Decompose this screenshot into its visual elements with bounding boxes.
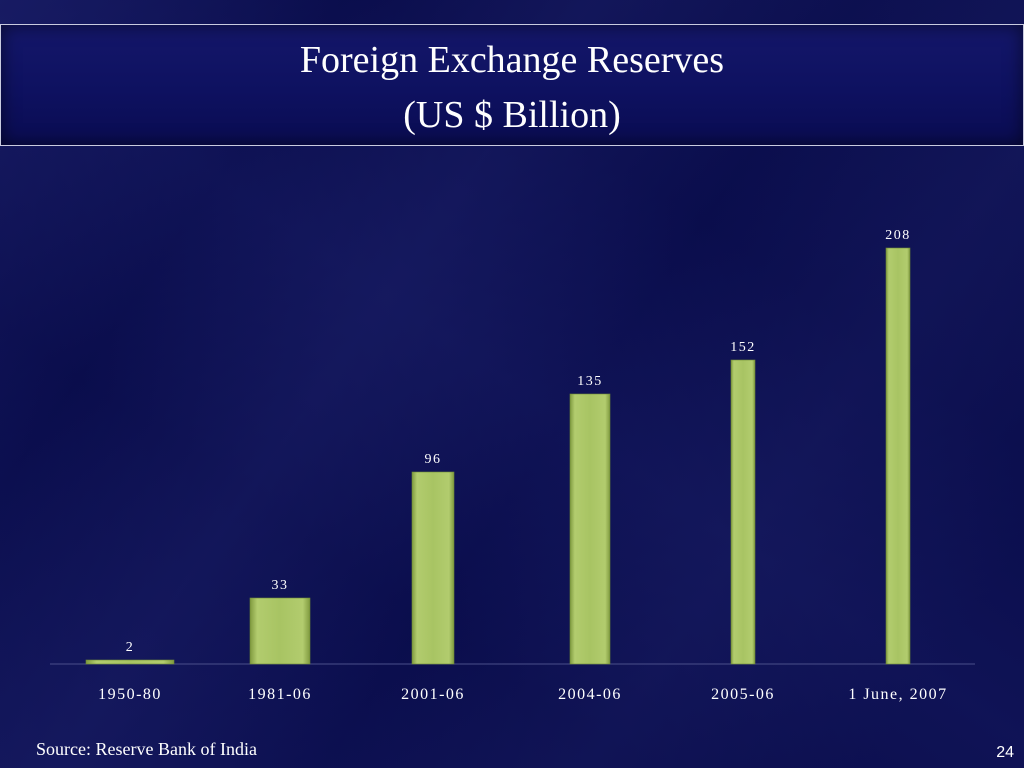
x-tick-label: 2005-06 xyxy=(711,686,775,703)
bar-2005-06 xyxy=(730,359,756,665)
x-tick-label: 2001-06 xyxy=(401,686,465,703)
bars-group: 2 1950-80 33 1981-06 96 2001-06 135 2004-06 152 2… xyxy=(85,228,947,703)
chart-subtitle: (US $ Billion) xyxy=(403,94,621,136)
data-label: 96 xyxy=(425,452,442,467)
page-number: 24 xyxy=(996,744,1014,761)
bar-1950-80 xyxy=(85,659,175,665)
data-label: 2 xyxy=(126,640,135,655)
x-tick-label: 2004-06 xyxy=(558,686,622,703)
source-note: Source: Reserve Bank of India xyxy=(36,739,257,759)
data-label: 152 xyxy=(730,340,756,355)
data-label: 135 xyxy=(577,374,603,389)
x-tick-label: 1981-06 xyxy=(248,686,312,703)
data-label: 33 xyxy=(272,578,289,593)
bar-1-june-2007 xyxy=(885,247,911,665)
bar-2001-06 xyxy=(411,471,455,665)
x-tick-label: 1950-80 xyxy=(98,686,162,703)
data-label: 208 xyxy=(885,228,911,243)
bar-2004-06 xyxy=(569,393,611,665)
title-banner: Foreign Exchange Reserves (US $ Billion) xyxy=(0,24,1024,146)
bar-chart: 2 1950-80 33 1981-06 96 2001-06 135 2004-06 152 2… xyxy=(50,228,975,703)
bar-1981-06 xyxy=(249,597,311,665)
chart-title: Foreign Exchange Reserves xyxy=(299,39,725,81)
x-tick-label: 1 June, 2007 xyxy=(848,686,947,703)
